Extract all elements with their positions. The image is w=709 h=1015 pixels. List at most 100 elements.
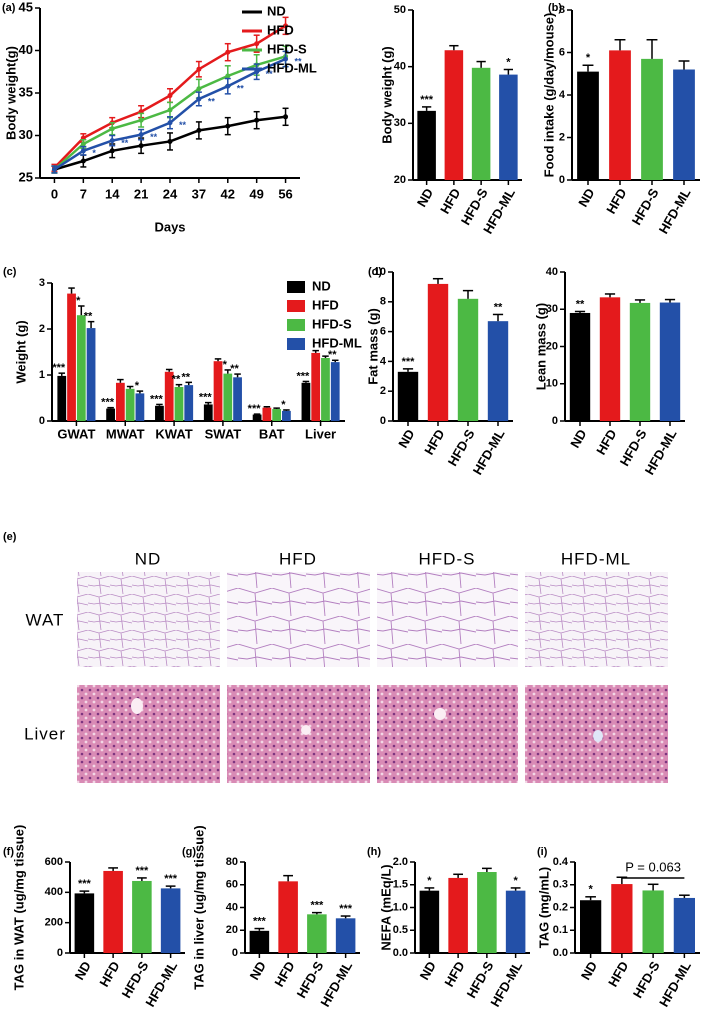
bar [487, 321, 509, 421]
bar [67, 293, 76, 421]
bar [673, 897, 695, 953]
legend-label: HFD-S [312, 316, 352, 331]
micrograph [377, 572, 518, 667]
x-tick-label: ND [247, 959, 269, 983]
legend-label: HFD [312, 297, 339, 312]
bar [301, 382, 311, 421]
point [283, 56, 289, 62]
bar [641, 58, 663, 180]
bar [132, 880, 152, 953]
significance-label: *** [150, 393, 164, 405]
point [109, 138, 115, 144]
annotation: P = 0.063 [625, 859, 681, 874]
point [138, 117, 144, 123]
significance-label: * [513, 875, 518, 887]
x-tick-label: HFD [96, 959, 122, 990]
significance-label: ** [84, 311, 93, 323]
panel-label: (d) [368, 266, 382, 278]
bar [74, 893, 95, 953]
y-tick-label: 0.5 [393, 924, 408, 936]
micrograph [77, 572, 220, 667]
legend-label: HFD-ML [267, 60, 317, 75]
point [138, 132, 144, 138]
x-tick-label: 21 [134, 186, 148, 201]
x-tick-label: 37 [192, 186, 206, 201]
bar [427, 283, 449, 421]
y-tick-label: 20 [226, 924, 238, 936]
point [225, 49, 231, 55]
bar [419, 890, 440, 953]
y-tick-label: 400 [45, 886, 63, 898]
significance-label: * [76, 295, 81, 307]
y-axis-label: TAG in liver (ug/mg tissue) [191, 825, 206, 989]
x-tick-label: HFD [271, 959, 297, 990]
x-tick-label: ND [414, 186, 436, 210]
panel-label: (f) [3, 846, 14, 858]
point [109, 148, 115, 154]
point [51, 167, 57, 172]
x-axis-label: Days [154, 219, 185, 234]
panel-label: (e) [3, 531, 17, 543]
bar [335, 918, 356, 953]
x-tick-label: BAT [259, 426, 285, 441]
y-axis-label: Lean mass (g) [533, 303, 548, 390]
row-header: WAT [26, 610, 65, 629]
bar [160, 888, 181, 953]
x-tick-label: KWAT [155, 426, 192, 441]
column-header: HFD [279, 549, 317, 568]
panel-label: (b) [548, 2, 562, 14]
x-tick-label: ND [72, 959, 94, 983]
significance-label: ** [295, 56, 303, 66]
x-tick-label: HFD-S [617, 426, 650, 468]
micrograph [377, 685, 518, 783]
vessel [301, 725, 311, 735]
bar [57, 375, 67, 421]
x-tick-label: HFD [605, 959, 631, 990]
point [167, 93, 173, 99]
bar [673, 69, 695, 180]
significance-label: ** [494, 301, 503, 313]
micrograph [77, 685, 220, 783]
bar [213, 361, 223, 421]
legend-swatch [287, 281, 305, 293]
x-tick-label: HFD [593, 427, 619, 458]
row-header: Liver [24, 724, 66, 743]
x-tick-label: SWAT [205, 426, 242, 441]
legend-label: HFD [267, 22, 294, 37]
y-tick-label: 40 [546, 266, 558, 278]
y-tick-label: 0 [232, 947, 238, 959]
y-tick-label: 8 [559, 4, 565, 16]
y-tick-label: 30 [394, 117, 406, 129]
significance-label: *** [253, 915, 267, 927]
x-tick-label: ND [575, 186, 597, 210]
y-tick-label: 4 [380, 355, 387, 367]
bar [272, 409, 282, 421]
y-tick-label: 50 [394, 4, 406, 16]
y-tick-label: 3 [39, 277, 45, 289]
y-tick-label: 4 [559, 89, 566, 101]
bar [155, 405, 164, 421]
x-tick-label: HFD [437, 186, 463, 217]
significance-label: *** [164, 873, 178, 885]
bar [174, 386, 184, 421]
bar [135, 393, 145, 421]
y-axis-label: Body weight(g) [3, 46, 18, 140]
column-header: HFD-S [419, 549, 476, 568]
y-axis-label: Body weight (g) [379, 46, 394, 144]
micrograph [227, 572, 370, 667]
bar [444, 50, 464, 180]
bar [233, 377, 242, 421]
y-axis-label: NEFA (mEq/L) [378, 864, 393, 950]
bar [262, 407, 272, 421]
y-tick-label: 0.1 [553, 924, 568, 936]
bar [477, 872, 497, 953]
y-tick-label: 45 [19, 0, 33, 14]
bar [599, 297, 621, 421]
y-tick-label: 0.4 [553, 856, 569, 868]
point [225, 123, 231, 129]
y-tick-label: 0 [39, 415, 45, 427]
significance-label: *** [101, 397, 115, 409]
significance-label: *** [402, 356, 416, 368]
bar [397, 371, 419, 421]
